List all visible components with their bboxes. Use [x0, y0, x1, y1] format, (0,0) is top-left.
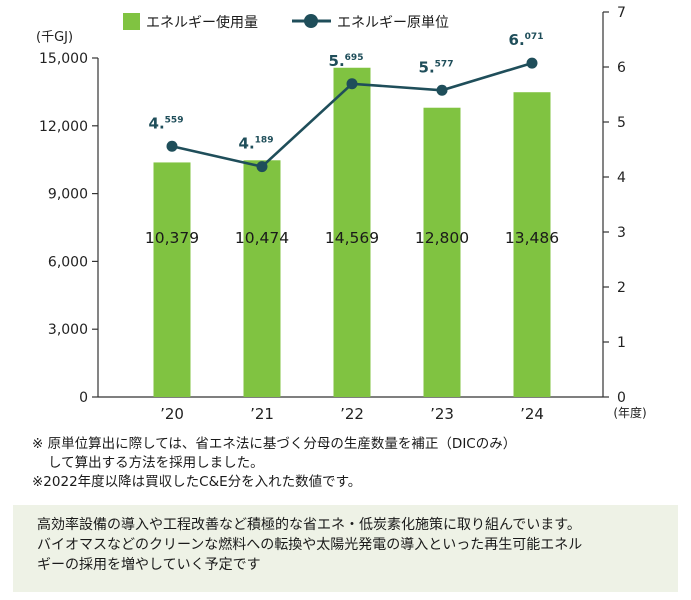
bar	[153, 162, 191, 397]
right-tick-label: 3	[617, 225, 626, 241]
left-axis-unit: (千GJ)	[36, 30, 73, 45]
line-value-label: 5.577	[419, 58, 454, 76]
left-tick-label: 6,000	[48, 254, 88, 270]
right-tick-label: 6	[617, 60, 626, 76]
line-value-int: 4.	[149, 114, 165, 132]
left-tick-label: 0	[79, 390, 88, 406]
legend: エネルギー使用量 エネルギー原単位	[123, 13, 449, 31]
bar-value-label: 14,569	[325, 229, 379, 247]
line-value-int: 6.	[509, 31, 525, 49]
left-tick-label: 15,000	[39, 51, 88, 67]
legend-bar-swatch	[123, 13, 140, 30]
x-axis-unit: (年度)	[613, 405, 646, 420]
x-tick-label: ’20	[160, 405, 184, 423]
legend-bar-label: エネルギー使用量	[146, 14, 258, 31]
line-value-int: 5.	[329, 52, 345, 70]
line-value-dec: 189	[255, 136, 274, 146]
bar-value-label: 10,474	[235, 229, 289, 247]
legend-line-label: エネルギー原単位	[337, 15, 449, 31]
left-tick-label: 12,000	[39, 119, 88, 135]
axes: 0 3,000 6,000 9,000 12,000 15,000 (千GJ) 0 1 2 3 4 5 6…	[36, 5, 647, 423]
x-tick-label: ’21	[250, 405, 274, 423]
left-tick-label: 3,000	[48, 322, 88, 338]
line-point	[256, 161, 268, 173]
right-tick-label: 1	[617, 335, 626, 351]
line-value-dec: 695	[345, 53, 364, 63]
line-value-dec: 071	[525, 32, 544, 42]
summary-box: 高効率設備の導入や工程改善など積極的な省エネ・低炭素化施策に取り組んでいます。 …	[13, 505, 678, 592]
x-tick-label: ’24	[520, 405, 544, 423]
bar-series	[153, 67, 551, 397]
x-tick-label: ’23	[430, 405, 454, 423]
summary-line-1: 高効率設備の導入や工程改善など積極的な省エネ・低炭素化施策に取り組んでいます。	[37, 517, 581, 533]
summary-line-2: バイオマスなどのクリーンな燃料への転換や太陽光発電の導入といった再生可能エネル	[37, 537, 583, 553]
line-point	[346, 78, 358, 90]
line-point	[526, 57, 538, 69]
footnote-1-continued: して算出する方法を採用しました。	[48, 455, 264, 471]
line-value-dec: 577	[435, 59, 454, 69]
line-value-dec: 559	[165, 115, 184, 125]
right-tick-label: 4	[617, 170, 626, 186]
footnotes: ※ 原単位算出に際しては、省エネ法に基づく分母の生産数量を補正（DICのみ） し…	[32, 435, 672, 492]
line-value-label: 6.071	[509, 31, 544, 49]
right-tick-label: 7	[617, 5, 626, 21]
footnote-2: ※2022年度以降は買収したC&E分を入れた数値です。	[32, 474, 362, 490]
bar	[243, 160, 281, 397]
data-labels: 10,379 10,474 14,569 12,800 13,4864.5594.189…	[145, 31, 559, 247]
footnote-1: ※ 原単位算出に際しては、省エネ法に基づく分母の生産数量を補正（DICのみ）	[32, 436, 517, 452]
line-series	[166, 57, 538, 173]
bar	[513, 92, 551, 397]
left-tick-label: 9,000	[48, 187, 88, 203]
line-point	[436, 84, 448, 96]
line-point	[166, 140, 178, 152]
right-tick-label: 0	[617, 390, 626, 406]
right-tick-label: 5	[617, 115, 626, 131]
energy-chart: 0 3,000 6,000 9,000 12,000 15,000 (千GJ) 0 1 2 3 4 5 6…	[36, 5, 647, 423]
bar-value-label: 12,800	[415, 229, 469, 247]
line-value-int: 4.	[239, 135, 255, 153]
bar	[423, 107, 461, 397]
x-tick-label: ’22	[340, 405, 364, 423]
bar-value-label: 13,486	[505, 229, 559, 247]
line-value-label: 4.559	[149, 114, 184, 132]
line-value-label: 4.189	[239, 135, 274, 153]
summary-line-3: ギーの採用を増やしていく予定です	[37, 557, 261, 573]
bar	[333, 67, 371, 397]
legend-line-marker	[304, 14, 318, 28]
line-value-label: 5.695	[329, 52, 364, 70]
line-value-int: 5.	[419, 58, 435, 76]
bar-value-label: 10,379	[145, 229, 199, 247]
right-tick-label: 2	[617, 280, 626, 296]
